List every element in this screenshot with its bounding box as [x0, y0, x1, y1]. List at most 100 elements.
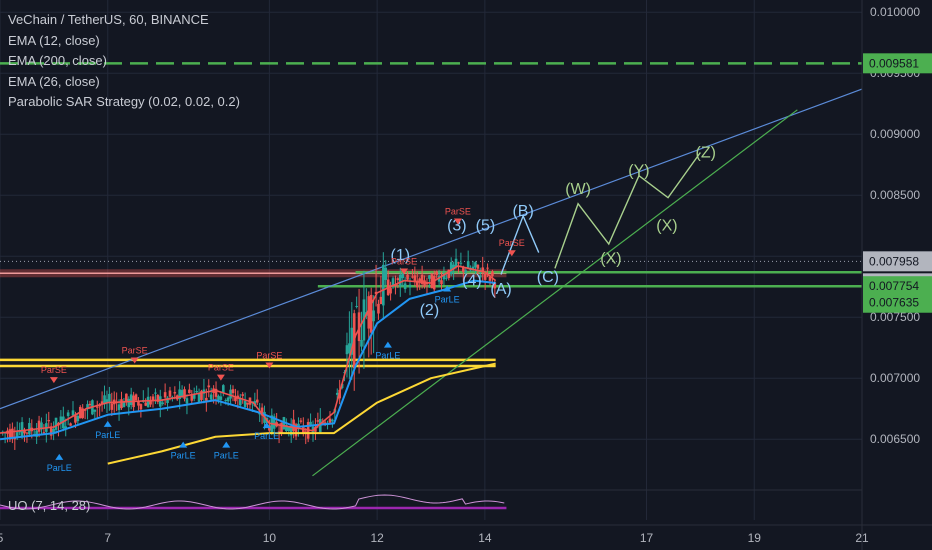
candle-body — [403, 283, 407, 290]
candle-body — [459, 262, 463, 264]
candle-body — [238, 398, 242, 406]
legend-ema200[interactable]: EMA (200, close) — [8, 53, 107, 68]
candle-body — [86, 404, 89, 410]
candle-body — [486, 267, 489, 269]
candle-body — [49, 426, 53, 436]
candle-body — [23, 429, 26, 434]
legend-title[interactable]: VeChain / TetherUS, 60, BINANCE — [8, 12, 209, 27]
x-tick-label: 12 — [370, 531, 384, 545]
candle-body — [195, 390, 198, 393]
candle-body — [137, 401, 140, 406]
badge-alert-bg — [863, 53, 932, 74]
ema12-line — [0, 265, 497, 434]
candle-body — [374, 291, 378, 295]
candle-body — [100, 401, 104, 405]
signal-label-parse: ParSE — [391, 257, 417, 267]
signal-label-parse: ParSE — [122, 346, 148, 356]
candle-body — [442, 274, 446, 280]
candle-body — [369, 294, 373, 333]
candle-body — [161, 402, 165, 404]
badge-last-bg — [863, 251, 932, 272]
candle-body — [418, 278, 421, 282]
candle-body — [234, 397, 237, 402]
candle-body — [59, 416, 63, 424]
candle-body — [420, 274, 424, 284]
legend-psar[interactable]: Parabolic SAR Strategy (0.02, 0.02, 0.2) — [8, 94, 240, 109]
candle-body — [183, 389, 186, 399]
candle-body — [125, 393, 128, 402]
candle-body — [163, 392, 167, 398]
candle-body — [69, 423, 72, 426]
candle-body — [88, 403, 92, 406]
candle-body — [415, 280, 419, 288]
candle-body — [447, 269, 451, 279]
x-tick-label: 21 — [855, 531, 869, 545]
candle-body — [382, 264, 385, 306]
candle-body — [127, 398, 131, 408]
candle-body — [222, 385, 225, 393]
candle-body — [168, 390, 172, 397]
candle-body — [406, 274, 409, 280]
overlays — [0, 62, 863, 477]
wave-label: (Z) — [696, 144, 716, 161]
candle-body — [83, 409, 87, 411]
candle-body — [246, 402, 249, 405]
signal-label-parse: ParSE — [208, 363, 234, 373]
candle-body — [355, 305, 358, 307]
chart-legend: VeChain / TetherUS, 60, BINANCE EMA (12,… — [8, 10, 240, 113]
candle-body — [158, 396, 162, 407]
oscillator-pane — [0, 489, 862, 510]
buy-arrow-icon — [179, 441, 188, 448]
candle-body — [66, 412, 70, 417]
candle-body — [20, 422, 24, 437]
legend-ema26[interactable]: EMA (26, close) — [8, 73, 100, 89]
legend-ema12[interactable]: EMA (12, close) — [8, 32, 100, 48]
candle-body — [64, 426, 68, 429]
candle-body — [408, 284, 412, 288]
candle-body — [372, 310, 375, 322]
candle-body — [360, 340, 363, 347]
candle-body — [411, 276, 414, 278]
candle-body — [379, 296, 383, 305]
candle-body — [435, 271, 438, 275]
signal-label-parle: ParLE — [214, 451, 239, 461]
candle-body — [144, 402, 148, 406]
y-tick-label: 0.007000 — [870, 371, 920, 385]
wave-label: (2) — [420, 302, 440, 319]
candle-body — [462, 266, 465, 273]
wave-label: (X) — [656, 218, 677, 235]
candle-body — [476, 264, 480, 269]
candle-body — [122, 401, 126, 408]
candle-body — [396, 278, 400, 281]
wave-label: (X) — [600, 251, 621, 268]
candle-body — [357, 312, 361, 342]
signal-label-parle: ParLE — [375, 351, 400, 361]
candle-body — [15, 432, 19, 438]
signal-label-parle: ParLE — [435, 294, 460, 304]
candle-body — [493, 282, 497, 289]
wave-label: (B) — [512, 203, 533, 220]
candle-body — [425, 282, 429, 285]
candle-body — [110, 403, 114, 410]
annotations: (1) (2) (3) (4) (5) (A) (B) (C) (W) (X) (Y) (X) (Z) P… — [41, 144, 716, 472]
x-tick-label: 14 — [478, 531, 492, 545]
candle-body — [481, 267, 485, 272]
candle-body — [423, 280, 426, 287]
indicators — [0, 265, 497, 465]
x-tick-label: 7 — [104, 531, 111, 545]
candle-body — [151, 396, 155, 401]
sell-arrow-icon — [453, 218, 462, 225]
oscillator-label[interactable]: UO (7, 14, 28) — [8, 498, 91, 513]
candle-body — [156, 395, 160, 402]
candle-body — [76, 415, 80, 422]
buy-arrow-icon — [383, 341, 392, 348]
candle-body — [474, 262, 477, 268]
signal-label-parle: ParLE — [171, 451, 196, 461]
candle-body — [178, 389, 181, 400]
candle-body — [285, 425, 288, 432]
badge-support-lower: 0.007635 — [869, 296, 919, 310]
candle-body — [52, 428, 55, 433]
trendline — [312, 109, 798, 477]
